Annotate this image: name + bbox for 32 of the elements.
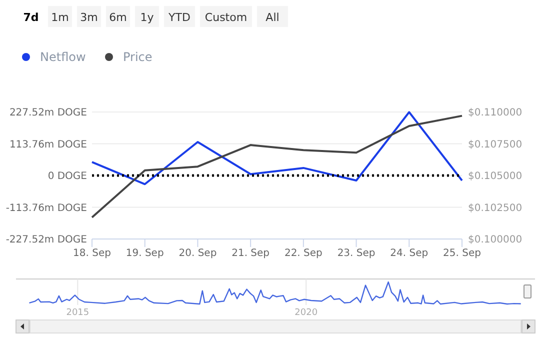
y2-tick-label: $0.100000 <box>468 234 522 246</box>
text: 6m <box>109 11 127 24</box>
y2-tick-label: $0.102500 <box>468 202 522 214</box>
y-tick-label: 113.76m DOGE <box>9 139 87 150</box>
text: 7d <box>23 11 39 24</box>
y-tick-label: -113.76m DOGE <box>6 202 87 214</box>
x-tick-label: 21. Sep <box>232 248 270 259</box>
y-tick-label: -227.52m DOGE <box>6 234 87 246</box>
x-tick-label: 18. Sep <box>73 248 111 259</box>
x-tick-label: 22. Sep <box>284 248 322 259</box>
x-tick-label: 20. Sep <box>178 248 217 259</box>
x-tick-label: 2020 <box>294 308 318 318</box>
y2-tick-label: $0.110000 <box>468 108 522 118</box>
text: Custom <box>204 11 248 24</box>
y-tick-label: 227.52m DOGE <box>9 108 87 118</box>
text: All <box>266 11 280 24</box>
x-tick-label: 19. Sep <box>126 248 164 259</box>
line-series <box>91 114 463 218</box>
text: 3m <box>80 11 98 24</box>
y-tick-label: 0 DOGE <box>48 171 87 182</box>
y2-tick-label: $0.107500 <box>468 139 522 150</box>
x-tick-label: 23. Sep <box>337 248 376 259</box>
legend-label: Price <box>123 50 152 64</box>
x-tick-label: 25. Sep <box>443 248 481 259</box>
x-tick-label: 2015 <box>66 308 90 318</box>
x-tick-label: 24. Sep <box>390 248 428 259</box>
y2-tick-label: $0.105000 <box>468 171 522 182</box>
text: YTD <box>168 11 190 24</box>
text: 1y <box>140 11 154 24</box>
text: 1m <box>51 11 69 24</box>
line-series <box>91 111 463 186</box>
legend-label: Netflow <box>40 50 86 64</box>
